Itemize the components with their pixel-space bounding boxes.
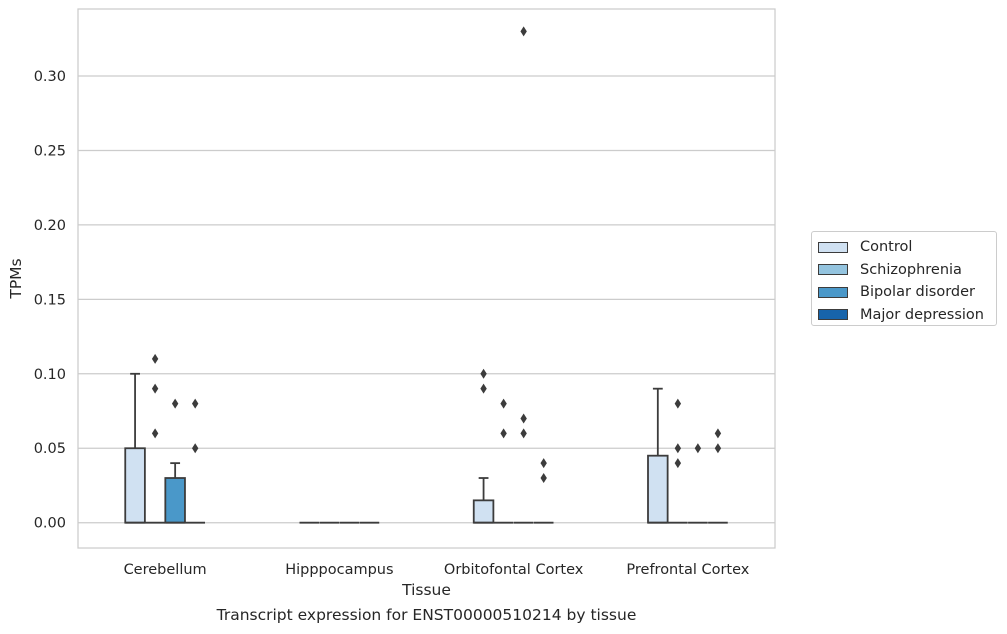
legend-swatch — [818, 264, 848, 276]
outlier-point — [520, 428, 527, 439]
x-axis-ticks: Cerebellum Hipppocampus Orbitofontal Corte… — [124, 562, 750, 578]
box-group — [647, 387, 669, 524]
outlier-point — [714, 443, 722, 454]
legend-swatch — [818, 286, 848, 298]
legend-label: Control — [860, 239, 913, 256]
outlier-point — [694, 443, 702, 454]
legend-label: Major depression — [860, 306, 984, 323]
x-axis-title: Tissue — [401, 581, 451, 599]
y-axis-ticks: 0.00 0.05 0.10 0.15 0.20 0.25 0.30 — [34, 69, 66, 532]
y-tick-label: 0.20 — [34, 218, 66, 234]
outlier-point — [480, 368, 487, 379]
x-tick-label: Cerebellum — [124, 562, 207, 578]
y-tick-label: 0.25 — [34, 143, 66, 159]
box-group — [668, 398, 688, 524]
x-tick-label: Orbitofontal Cortex — [444, 562, 584, 578]
legend-item: Schizophrenia — [818, 259, 996, 282]
legend: Control Schizophrenia Bipolar disorder Majo… — [811, 231, 997, 326]
y-axis-title: TPMs — [7, 258, 25, 299]
box — [472, 499, 495, 524]
y-tick-label: 0.15 — [34, 292, 66, 308]
outlier-point — [151, 383, 159, 394]
box-group — [533, 458, 554, 524]
outlier-point — [151, 353, 159, 364]
legend-label: Schizophrenia — [860, 261, 962, 278]
y-tick-label: 0.05 — [34, 441, 66, 457]
outlier-point — [480, 383, 487, 394]
outlier-point — [151, 428, 159, 439]
boxes — [124, 26, 728, 524]
box-group — [513, 26, 534, 524]
outlier-point — [171, 398, 179, 409]
legend-item: Control — [818, 236, 996, 259]
box-group — [145, 353, 165, 524]
box-group — [688, 443, 708, 524]
outlier-point — [520, 413, 527, 424]
box-group — [124, 372, 146, 524]
x-tick-label: Prefrontal Cortex — [626, 562, 749, 578]
outlier-point — [674, 443, 682, 454]
y-tick-label: 0.10 — [34, 367, 66, 383]
box-group — [185, 398, 206, 524]
outlier-point — [540, 458, 547, 469]
box-group — [708, 428, 728, 524]
outlier-point — [674, 458, 682, 469]
outlier-point — [191, 398, 199, 409]
x-tick-label: Hipppocampus — [285, 562, 393, 578]
box-group — [164, 398, 186, 524]
legend-item: Bipolar disorder — [818, 281, 996, 304]
legend-swatch — [818, 309, 848, 321]
y-tick-label: 0.00 — [34, 516, 66, 532]
outlier-point — [540, 473, 547, 484]
box — [164, 477, 186, 524]
box-group — [493, 398, 514, 524]
outlier-point — [191, 443, 199, 454]
legend-swatch — [818, 241, 848, 253]
outlier-point — [674, 398, 682, 409]
y-tick-label: 0.30 — [34, 69, 66, 85]
gridlines — [78, 75, 775, 524]
box — [124, 447, 146, 524]
legend-item: Major depression — [818, 304, 996, 327]
legend-label: Bipolar disorder — [860, 284, 975, 301]
chart-caption: Transcript expression for ENST0000051021… — [216, 606, 637, 624]
box-group — [472, 368, 495, 524]
outlier-point — [500, 428, 507, 439]
plot-frame — [77, 8, 776, 549]
outlier-point — [500, 398, 507, 409]
outlier-point — [714, 428, 722, 439]
box — [647, 454, 669, 524]
outlier-point — [520, 26, 527, 37]
